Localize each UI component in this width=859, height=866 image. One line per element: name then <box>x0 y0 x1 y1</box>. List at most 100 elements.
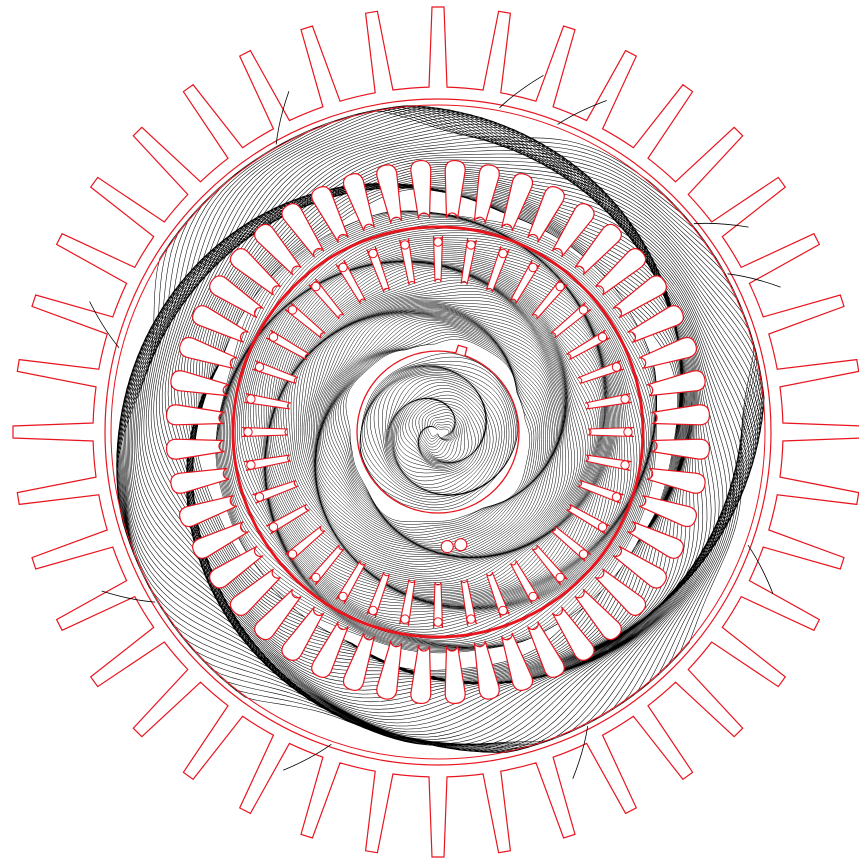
stator-slot <box>165 438 225 460</box>
rotor-bar-head <box>400 240 410 250</box>
stator-slot <box>170 370 230 397</box>
stator-slot <box>410 645 432 705</box>
stator-slot <box>651 438 711 460</box>
stator-slot <box>178 336 238 369</box>
rotor-bar-head <box>528 591 538 602</box>
stator-slot <box>638 336 698 369</box>
stator-slot <box>612 545 667 589</box>
stator-outline <box>110 104 766 760</box>
rotor-bar-head <box>611 362 622 372</box>
rotor-bar-head <box>597 522 608 532</box>
stator-slot <box>192 305 249 343</box>
stator-slots <box>165 159 711 705</box>
rotor-bar-head <box>268 522 279 532</box>
rotor-bar-head <box>246 394 256 404</box>
rotor-bar-head <box>578 549 589 559</box>
rotor-bar-head <box>620 460 630 470</box>
stator-slot <box>178 495 238 528</box>
housing-fins <box>12 6 859 858</box>
rotor-bar-head <box>268 332 279 342</box>
stator-slot <box>612 275 667 319</box>
shaft-keyway <box>455 344 468 356</box>
stator-slot <box>551 203 595 258</box>
stator-slot <box>651 404 711 426</box>
rotor-bar-head <box>287 305 298 315</box>
stator-slot <box>311 621 349 678</box>
stator-slot <box>646 370 706 397</box>
rotor-bar-head <box>246 460 256 470</box>
rotor-bar-head <box>368 248 378 259</box>
rotor-bar-head <box>555 281 565 292</box>
stator-slot <box>410 159 432 219</box>
stator-slot <box>501 632 534 692</box>
rotor-bar-head <box>368 605 378 616</box>
stator-slot <box>229 568 282 616</box>
stator-slot <box>638 495 698 528</box>
stator-slot <box>574 223 622 276</box>
stator-slot <box>473 640 500 700</box>
rotor-bar-head <box>400 614 410 624</box>
stator-slot <box>527 186 565 243</box>
rotor-bar-head <box>338 591 348 602</box>
stator-slot <box>254 223 302 276</box>
stator-slot <box>501 172 534 232</box>
rotor-bar-head <box>498 605 508 616</box>
stator-slot <box>627 521 684 559</box>
shaft-flux <box>359 352 519 511</box>
rotor-bar-head <box>623 427 633 437</box>
stator-slot <box>311 186 349 243</box>
stator-slot <box>376 640 403 700</box>
stator-slot <box>342 172 375 232</box>
rotor-bar-head <box>311 281 321 292</box>
leakage-flux <box>89 74 781 779</box>
stator-slot <box>254 588 302 641</box>
stator-slot <box>551 606 595 661</box>
stator-slot <box>444 645 466 705</box>
shaft <box>356 344 520 554</box>
rotor-bar-head <box>578 305 589 315</box>
stator-slot <box>444 159 466 219</box>
stator-slot <box>594 568 647 616</box>
stator-slot <box>281 606 325 661</box>
stator-slot <box>281 203 325 258</box>
rotor-bar-head <box>338 262 348 273</box>
rotor-bar-head <box>254 362 265 372</box>
stator-slot <box>342 632 375 692</box>
stator-slot <box>473 164 500 224</box>
rotor-bars <box>241 235 635 629</box>
rotor-bar-head <box>466 614 476 624</box>
rotor-bar-head <box>498 248 508 259</box>
rotor-bar-head <box>597 332 608 342</box>
stator-outer-edge <box>110 104 766 760</box>
housing-inner-edge <box>104 98 772 766</box>
stator-slot <box>165 404 225 426</box>
stator-slot <box>170 467 230 494</box>
stator-slot <box>627 305 684 343</box>
stator-slot <box>209 545 264 589</box>
rotor-bar-head <box>254 492 265 502</box>
rotor-bar-head <box>620 394 630 404</box>
stator-yoke-flux <box>116 105 765 753</box>
rotor-bar-head <box>611 492 622 502</box>
rotor-bar-head <box>528 262 538 273</box>
rotor-bar-head <box>433 237 443 247</box>
stator-slot <box>594 248 647 296</box>
stator-slot <box>527 621 565 678</box>
air-gap-ring <box>231 225 645 639</box>
rotor-bar-head <box>311 572 321 583</box>
rotor-bar-head <box>555 572 565 583</box>
rotor-vent-hole <box>454 538 468 552</box>
stator-slot <box>229 248 282 296</box>
rotor-bar-head <box>433 617 443 627</box>
stator-slot <box>376 164 403 224</box>
stator-slot <box>192 521 249 559</box>
stator-slot <box>574 588 622 641</box>
rotor-vent-hole <box>440 540 454 554</box>
shaft-outline <box>356 350 520 514</box>
rotor-bar-head <box>243 427 253 437</box>
rotor-bar-head <box>287 549 298 559</box>
rotor-bar-head <box>466 240 476 250</box>
stator-slot <box>209 275 264 319</box>
